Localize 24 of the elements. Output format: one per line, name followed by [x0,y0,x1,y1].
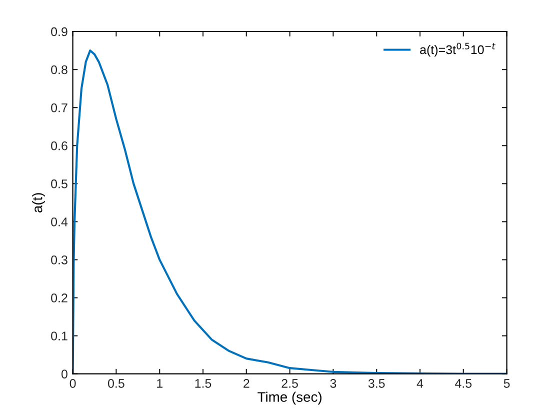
y-tick-label: 0.9 [51,27,68,36]
x-tick-label: 1 [157,379,162,388]
x-tick-label: 3.5 [368,378,385,388]
x-tick-label: 0 [70,378,76,388]
x-tick-label: 0.5 [108,378,124,388]
y-tick-label: 0.8 [51,65,68,74]
y-tick-label: 0.4 [51,217,68,226]
x-tick-label: 2 [244,378,250,388]
y-tick-label: 0 [61,370,68,378]
y-tick-label: 0.1 [51,332,68,340]
x-tick-label: 4.5 [455,379,472,388]
x-axis-title: Time (sec) [258,392,322,405]
x-tick-label: 4 [416,379,424,388]
y-tick-label: 0.2 [51,294,68,302]
x-tick-label: 2.5 [282,378,298,388]
y-tick-label: 0.6 [51,141,68,150]
legend-label: a(t)=3t$^{0.5}$10$^{−t}$ [420,42,496,57]
y-tick-label: 0.5 [51,179,68,188]
y-tick-label: 0.7 [51,103,68,112]
x-tick-label: 3 [330,378,336,388]
y-axis-title: a(t) [32,193,45,212]
x-tick-label: 1.5 [195,379,212,388]
x-tick-label: 5 [504,379,510,388]
y-tick-label: 0.3 [51,256,68,264]
